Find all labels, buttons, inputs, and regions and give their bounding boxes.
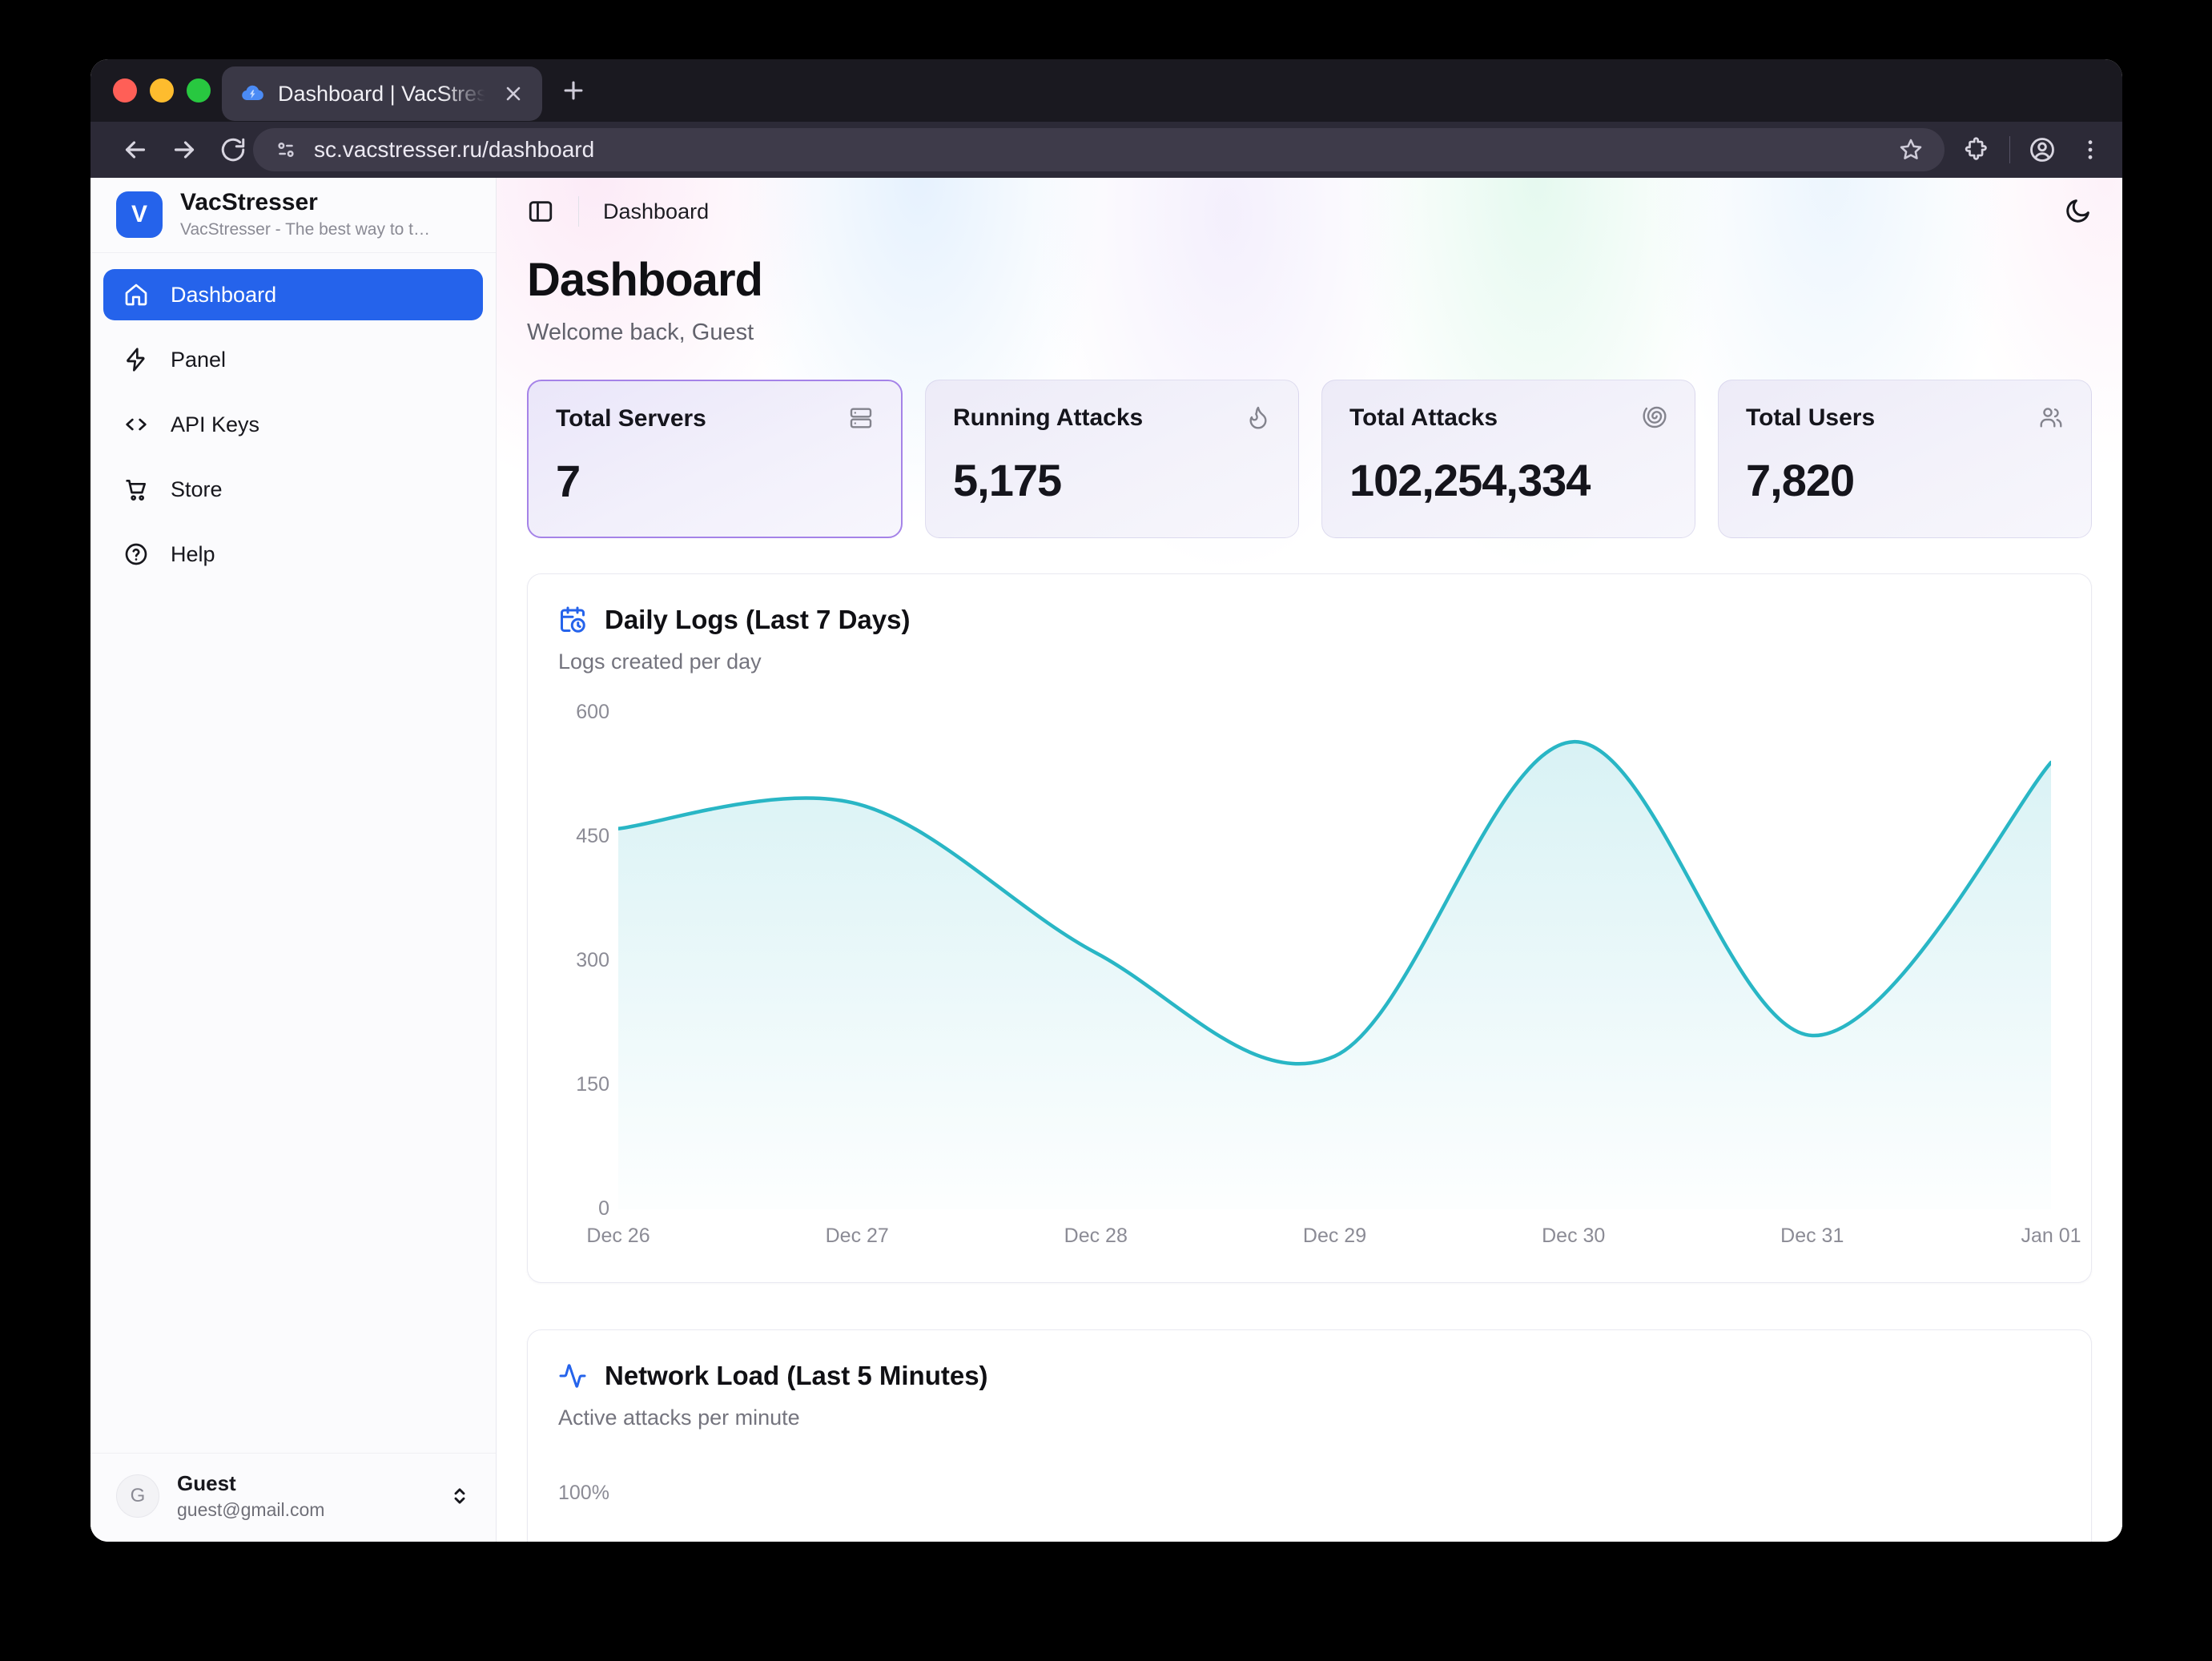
y-axis-tick: 0 <box>598 1197 609 1220</box>
sidebar-brand: V VacStresser VacStresser - The best way… <box>90 178 496 253</box>
brand-logo: V <box>116 191 163 238</box>
url-bar[interactable]: sc.vacstresser.ru/dashboard <box>253 128 1945 171</box>
stat-label: Total Users <box>1746 404 1876 431</box>
stat-value: 7,820 <box>1746 455 1855 505</box>
browser-tab[interactable]: Dashboard | VacStresser <box>222 66 542 121</box>
x-axis-tick: Jan 01 <box>2021 1225 2081 1247</box>
stat-label: Total Servers <box>556 405 706 432</box>
x-axis-tick: Dec 31 <box>1780 1225 1844 1247</box>
y-axis-tick: 300 <box>576 949 609 971</box>
profile-avatar-icon[interactable] <box>2028 135 2057 164</box>
app-content: V VacStresser VacStresser - The best way… <box>90 178 2122 1542</box>
y-axis-tick: 100% <box>558 1482 609 1504</box>
x-axis: Dec 26 Dec 27 Dec 28 Dec 29 Dec 30 Dec 3… <box>586 1225 2081 1249</box>
main-area: Dashboard Dashboard Welcome back, Guest … <box>497 178 2122 1542</box>
network-load-card: Network Load (Last 5 Minutes) Active att… <box>527 1329 2092 1542</box>
forward-icon[interactable] <box>170 135 199 164</box>
brand-tagline: VacStresser - The best way to t… <box>180 220 431 239</box>
chart-title: Daily Logs (Last 7 Days) <box>605 605 911 634</box>
sidebar-item-label: API Keys <box>171 412 260 436</box>
sidebar-toggle-icon[interactable] <box>527 198 554 225</box>
stat-value: 102,254,334 <box>1349 455 1591 505</box>
sidebar-item-label: Help <box>171 541 215 566</box>
stat-card-total-users[interactable]: Total Users 7,820 <box>1718 380 2092 538</box>
stat-label: Running Attacks <box>953 404 1144 431</box>
reload-icon[interactable] <box>219 136 247 163</box>
favicon-cloud-icon <box>239 81 265 107</box>
user-email: guest@gmail.com <box>177 1499 325 1520</box>
x-axis-tick: Dec 28 <box>1064 1225 1128 1247</box>
daily-logs-card: Daily Logs (Last 7 Days) Logs created pe… <box>527 573 2092 1283</box>
sidebar-item-store[interactable]: Store <box>103 464 483 515</box>
home-icon <box>123 282 149 308</box>
new-tab-button[interactable] <box>560 77 587 104</box>
browser-toolbar: sc.vacstresser.ru/dashboard <box>90 122 2122 178</box>
flame-icon <box>1245 404 1271 430</box>
spiral-icon <box>1642 404 1667 430</box>
sidebar: V VacStresser VacStresser - The best way… <box>90 178 497 1542</box>
chevrons-up-down-icon <box>448 1484 472 1508</box>
help-icon <box>123 541 149 567</box>
x-axis-tick: Dec 27 <box>825 1225 889 1247</box>
sidebar-nav: Dashboard Panel API Keys Store Help <box>90 253 496 596</box>
main-topbar: Dashboard <box>497 178 2122 245</box>
sidebar-item-dashboard[interactable]: Dashboard <box>103 269 483 320</box>
stat-card-total-attacks[interactable]: Total Attacks 102,254,334 <box>1321 380 1695 538</box>
user-avatar: G <box>116 1474 159 1518</box>
calendar-clock-icon <box>558 605 587 634</box>
browser-window: Dashboard | VacStresser sc.vacstresser.r… <box>90 59 2122 1542</box>
extensions-puzzle-icon[interactable] <box>1963 136 1990 163</box>
sidebar-item-help[interactable]: Help <box>103 529 483 580</box>
window-controls <box>113 59 211 122</box>
x-axis-tick: Dec 29 <box>1302 1225 1367 1247</box>
toolbar-divider <box>2009 136 2010 163</box>
site-settings-icon[interactable] <box>274 138 298 162</box>
y-axis-tick: 150 <box>576 1073 609 1096</box>
stats-row: Total Servers 7 Running Attacks 5,175 To… <box>497 380 2122 538</box>
chart-subtitle: Active attacks per minute <box>558 1406 800 1430</box>
sidebar-item-label: Store <box>171 477 223 501</box>
chart-subtitle: Logs created per day <box>558 650 762 674</box>
sidebar-item-api-keys[interactable]: API Keys <box>103 399 483 450</box>
url-text: sc.vacstresser.ru/dashboard <box>314 137 595 162</box>
server-icon <box>848 405 874 431</box>
sidebar-item-label: Dashboard <box>171 282 277 307</box>
close-window-button[interactable] <box>113 78 137 103</box>
page-title: Dashboard <box>527 254 763 306</box>
stat-label: Total Attacks <box>1349 404 1498 431</box>
sidebar-item-label: Panel <box>171 347 227 372</box>
user-name: Guest <box>177 1471 236 1495</box>
back-icon[interactable] <box>121 135 150 164</box>
chart-title: Network Load (Last 5 Minutes) <box>605 1361 988 1390</box>
stat-value: 7 <box>556 456 581 506</box>
code-icon <box>123 412 149 437</box>
minimize-window-button[interactable] <box>150 78 174 103</box>
tab-strip: Dashboard | VacStresser <box>90 59 2122 122</box>
y-axis-tick: 450 <box>576 825 609 847</box>
zoom-window-button[interactable] <box>187 78 211 103</box>
tab-close-icon[interactable] <box>502 82 525 105</box>
page-subtitle: Welcome back, Guest <box>527 320 754 345</box>
stat-card-total-servers[interactable]: Total Servers 7 <box>527 380 903 538</box>
users-icon <box>2038 404 2064 430</box>
dark-mode-moon-icon[interactable] <box>2063 197 2092 226</box>
cart-icon <box>123 477 149 502</box>
bookmark-star-icon[interactable] <box>1898 137 1924 163</box>
activity-icon <box>558 1361 587 1390</box>
stat-card-running-attacks[interactable]: Running Attacks 5,175 <box>925 380 1299 538</box>
breadcrumb: Dashboard <box>603 199 710 223</box>
brand-name: VacStresser <box>180 189 318 215</box>
x-axis-tick: Dec 30 <box>1542 1225 1606 1247</box>
zap-icon <box>123 347 149 372</box>
topbar-divider <box>578 196 579 227</box>
browser-menu-kebab-icon[interactable] <box>2077 137 2103 163</box>
y-axis-tick: 600 <box>576 701 609 723</box>
area-chart-plot <box>618 713 2051 1209</box>
tab-title: Dashboard | VacStresser <box>278 81 489 106</box>
user-menu[interactable]: G Guest guest@gmail.com <box>90 1453 496 1542</box>
x-axis-tick: Dec 26 <box>586 1225 650 1247</box>
stat-value: 5,175 <box>953 455 1062 505</box>
sidebar-item-panel[interactable]: Panel <box>103 334 483 385</box>
